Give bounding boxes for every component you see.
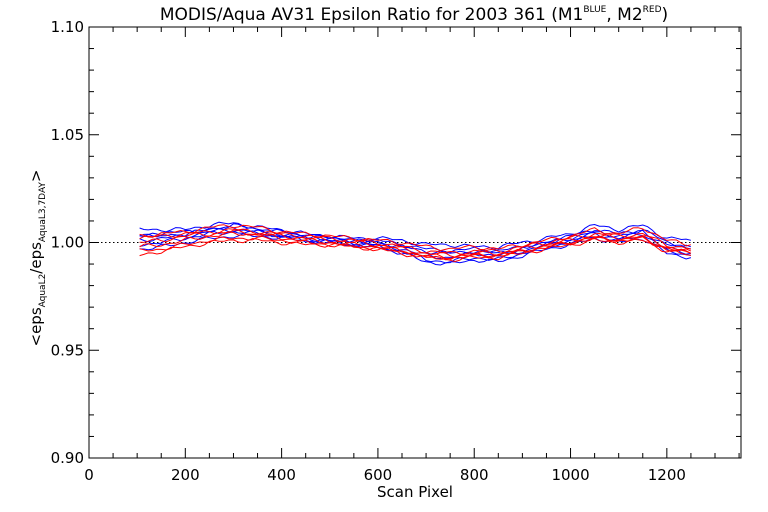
x-tick-label: 1200 (648, 466, 686, 484)
y-tick-label: 1.05 (51, 126, 84, 144)
chart-title-end: ) (662, 5, 669, 25)
chart-title: MODIS/Aqua AV31 Epsilon Ratio for 2003 3… (160, 5, 668, 25)
series-line-m2-9 (139, 235, 691, 263)
x-tick-labels: 0 200 400 600 800 1000 1200 (84, 466, 686, 484)
y-label-sub1: AquaL2 (38, 274, 48, 308)
x-axis-label: Scan Pixel (377, 483, 453, 501)
chart-title-main: MODIS/Aqua AV31 Epsilon Ratio for 2003 3… (160, 5, 583, 25)
x-tick-label: 0 (84, 466, 94, 484)
series-line-m2-8 (139, 231, 692, 260)
chart-title-sup2: RED (643, 5, 662, 15)
series-line-m2-6 (139, 228, 691, 255)
chart-title-sup1: BLUE (583, 5, 606, 15)
x-tick-label: 200 (171, 466, 200, 484)
y-tick-label: 0.95 (51, 341, 84, 359)
series-line-m2-10 (139, 236, 692, 261)
series-layer (139, 221, 692, 266)
chart-title-mid: , M2 (606, 5, 642, 25)
x-tick-label: 600 (364, 466, 393, 484)
x-tick-label: 400 (267, 466, 296, 484)
y-label-open: <eps (27, 307, 45, 346)
x-tick-label: 1000 (551, 466, 589, 484)
y-label-sub2: AquaL3,7DAY (38, 182, 48, 242)
y-tick-label: 1.10 (51, 18, 84, 36)
y-label-close: > (27, 169, 45, 182)
y-tick-labels: 0.90 0.95 1.00 1.05 1.10 (51, 18, 84, 467)
axis-ticks (88, 26, 741, 459)
y-axis-label: <epsAquaL2/epsAquaL3,7DAY> (27, 169, 48, 346)
y-label-slash: /eps (27, 242, 45, 274)
plot-frame (88, 26, 742, 459)
y-tick-label: 1.00 (51, 234, 84, 252)
x-tick-label: 800 (460, 466, 489, 484)
series-line-m2-11 (139, 224, 692, 252)
y-tick-label: 0.90 (51, 449, 84, 467)
